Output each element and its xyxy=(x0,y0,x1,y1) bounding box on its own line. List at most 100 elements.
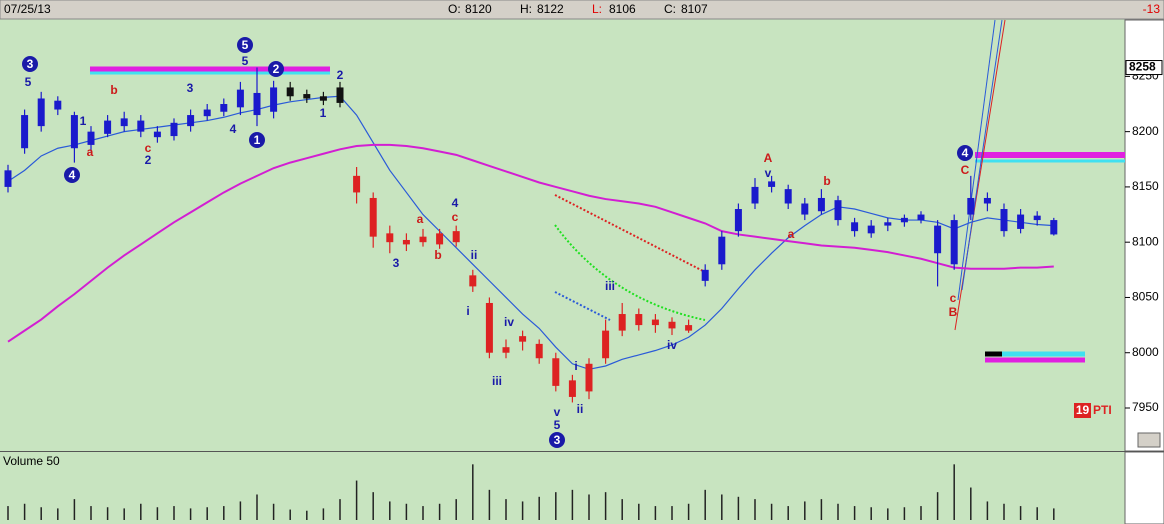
candle-body xyxy=(137,120,145,132)
field-label: H: xyxy=(520,2,532,16)
candle-body xyxy=(834,200,842,221)
candle-body xyxy=(170,122,178,137)
wave-label: 2 xyxy=(145,153,152,167)
candle-body xyxy=(236,89,244,108)
wave-label: 1 xyxy=(320,106,327,120)
wave-circle xyxy=(268,61,284,77)
field-value: 8107 xyxy=(681,2,708,16)
wave-label: 5 xyxy=(554,418,561,432)
candle-body xyxy=(319,96,327,101)
candle-body xyxy=(1000,209,1008,232)
candle-body xyxy=(485,302,493,353)
wave-label: 5 xyxy=(25,75,32,89)
candle-body xyxy=(585,363,593,392)
candle-body xyxy=(87,131,95,145)
wave-label: iv xyxy=(504,315,514,329)
trend-line xyxy=(554,194,706,273)
candle-body xyxy=(685,325,693,331)
candle-body xyxy=(552,358,560,386)
trend-line xyxy=(957,19,996,301)
wave-label: 5 xyxy=(242,38,249,52)
candle-body xyxy=(635,314,643,326)
candle-body xyxy=(917,214,925,221)
wave-label: 4 xyxy=(962,146,969,160)
candle-body xyxy=(651,319,659,326)
candle-body xyxy=(286,87,294,97)
candle-body xyxy=(353,175,361,193)
wave-label: c xyxy=(145,141,152,155)
moving-average xyxy=(7,95,1054,370)
candle-body xyxy=(851,222,859,232)
trend-line xyxy=(554,224,706,321)
candle-body xyxy=(436,233,444,245)
candle-body xyxy=(784,189,792,204)
candle-body xyxy=(801,203,809,215)
price-flag: 8258 xyxy=(1129,60,1156,74)
candle-body xyxy=(469,275,477,287)
wave-label: 1 xyxy=(80,114,87,128)
wave-label: b xyxy=(823,174,830,188)
candle-body xyxy=(419,236,427,243)
wave-label: B xyxy=(949,305,958,319)
candle-body xyxy=(253,92,261,116)
y-tick-label: 7950 xyxy=(1132,400,1159,414)
candle-body xyxy=(950,220,958,265)
candle-body xyxy=(734,209,742,232)
y-tick-label: 8150 xyxy=(1132,179,1159,193)
wave-label: b xyxy=(110,83,117,97)
candle-body xyxy=(386,233,394,243)
candle-body xyxy=(70,115,78,149)
volume-axis xyxy=(1124,451,1164,524)
wave-label: v xyxy=(765,166,772,180)
candle-body xyxy=(602,330,610,359)
field-value: 8122 xyxy=(537,2,564,16)
wave-label: 3 xyxy=(393,256,400,270)
wave-circle xyxy=(249,132,265,148)
candle-body xyxy=(1017,214,1025,229)
candle-body xyxy=(768,181,776,187)
candle-body xyxy=(21,115,29,149)
candle-body xyxy=(37,98,45,127)
wave-label: 2 xyxy=(337,68,344,82)
candle-body xyxy=(568,380,576,397)
candle-body xyxy=(1033,215,1041,221)
field-label: L: xyxy=(592,2,602,16)
candle-body xyxy=(303,94,311,99)
y-tick-label: 8100 xyxy=(1132,234,1159,248)
wave-circle xyxy=(549,432,565,448)
wave-label: 2 xyxy=(273,62,280,76)
wave-label: A xyxy=(764,151,773,165)
candle-body xyxy=(54,100,62,110)
price-axis xyxy=(1124,19,1164,452)
candle-body xyxy=(967,197,975,215)
wave-label: ii xyxy=(471,248,478,262)
candle-body xyxy=(751,186,759,204)
wave-label: b xyxy=(434,248,441,262)
wave-label: iv xyxy=(667,338,677,352)
wave-label: 5 xyxy=(242,54,249,68)
wave-label: c xyxy=(950,291,957,305)
header-change: -13 xyxy=(1143,2,1161,16)
wave-label: 1 xyxy=(254,133,261,147)
wave-label: 3 xyxy=(554,433,561,447)
volume-title: Volume 50 xyxy=(3,454,60,468)
field-label: C: xyxy=(664,2,676,16)
moving-average xyxy=(7,143,1054,343)
candle-body xyxy=(718,236,726,265)
candle-body xyxy=(618,314,626,331)
field-value: 8120 xyxy=(465,2,492,16)
wave-circle xyxy=(64,167,80,183)
wave-label: a xyxy=(788,227,795,241)
wave-circle xyxy=(957,145,973,161)
header-date: 07/25/13 xyxy=(4,2,51,16)
wave-label: iii xyxy=(492,374,502,388)
candle-body xyxy=(270,87,278,112)
field-value: 8106 xyxy=(609,2,636,16)
scroll-button[interactable] xyxy=(1137,432,1161,448)
wave-label: v xyxy=(554,405,561,419)
candle-body xyxy=(402,239,410,245)
candle-body xyxy=(519,336,527,342)
candle-body xyxy=(203,109,211,117)
candle-body xyxy=(884,222,892,226)
